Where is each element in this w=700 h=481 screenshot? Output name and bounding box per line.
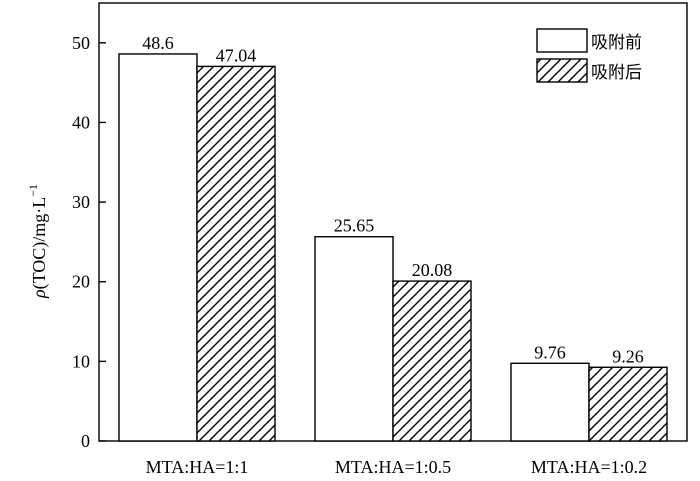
bar-after-1 — [196, 65, 276, 442]
bar-after-2 — [392, 280, 472, 442]
bar-data-label: 9.26 — [612, 346, 644, 366]
y-tick-label: 50 — [72, 33, 90, 53]
legend-label-1: 吸附前 — [591, 33, 642, 53]
x-axis: MTA:HA=1:1 MTA:HA=1:0.5 MTA:HA=1:0.2 — [146, 457, 647, 477]
y-axis: 0 10 20 30 40 50 — [72, 33, 106, 451]
bar-data-label: 48.6 — [142, 33, 174, 53]
y-axis-label-rho: ρ — [29, 289, 49, 299]
legend-label-2: 吸附后 — [591, 63, 642, 83]
x-category-label: MTA:HA=1:1 — [146, 457, 249, 477]
bar-data-label: 20.08 — [412, 260, 453, 280]
x-category-label: MTA:HA=1:0.5 — [335, 457, 451, 477]
bar-data-label: 9.76 — [534, 342, 566, 362]
y-tick-label: 10 — [72, 351, 90, 371]
y-tick-label: 40 — [72, 112, 90, 132]
x-category-label: MTA:HA=1:0.2 — [531, 457, 647, 477]
y-axis-label-main: (TOC)/mg·L — [29, 197, 50, 290]
bar-data-label: 47.04 — [216, 45, 257, 65]
bar-after-3 — [588, 366, 668, 442]
y-tick-label: 30 — [72, 192, 90, 212]
bar-before-1 — [118, 53, 198, 442]
bar-before-3 — [510, 362, 590, 442]
legend-swatch-1 — [536, 28, 588, 53]
y-tick-label: 0 — [81, 431, 90, 451]
y-tick-label: 20 — [72, 272, 90, 292]
legend-swatch-2 — [536, 58, 588, 83]
y-axis-label: ρ(TOC)/mg·L−1 — [26, 184, 50, 299]
bars-group: 48.6 47.04 25.65 20.08 9.76 9.26 — [118, 33, 668, 442]
bar-data-label: 25.65 — [334, 216, 375, 236]
y-axis-label-superscript: −1 — [26, 184, 40, 197]
bar-before-2 — [314, 236, 394, 442]
